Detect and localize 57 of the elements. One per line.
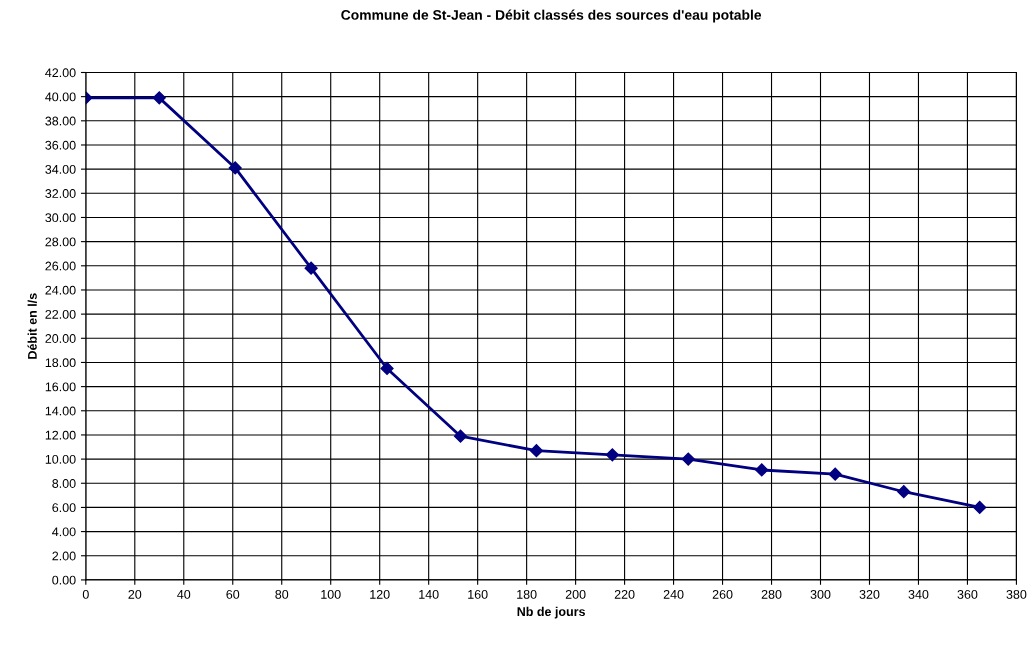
y-tick-label: 40.00 (45, 92, 76, 102)
point (755, 463, 769, 477)
y-tick-label: 26.00 (45, 261, 76, 271)
y-tick-label: 22.00 (45, 309, 76, 319)
y-tick-label: 14.00 (45, 406, 76, 416)
x-tick-label: 20 (128, 589, 142, 599)
y-tick-label: 32.00 (45, 189, 76, 198)
x-tick-label: 160 (468, 589, 488, 599)
y-tick-label: 20.00 (45, 334, 76, 343)
y-tick-label: 2.00 (52, 551, 76, 561)
x-tick-label: 100 (321, 589, 341, 599)
x-tick-label: 360 (957, 589, 978, 599)
y-tick-label: 10.00 (45, 454, 76, 464)
point (304, 261, 318, 275)
y-tick-label: 42.00 (45, 68, 76, 78)
y-tick-label: 36.00 (45, 140, 76, 150)
y-tick-label: 28.00 (45, 237, 76, 247)
point (228, 161, 242, 175)
y-tick-label: 18.00 (45, 358, 76, 368)
x-tick-label: 240 (663, 589, 684, 599)
y-tick-label: 4.00 (52, 527, 76, 537)
y-tick-label: 24.00 (45, 285, 76, 295)
y-tick-label: 8.00 (52, 479, 76, 488)
point (152, 91, 166, 105)
x-tick-label: 260 (712, 589, 733, 599)
x-tick-label: 380 (1006, 589, 1027, 599)
y-tick-label: 6.00 (52, 503, 76, 513)
x-tick-label: 180 (517, 589, 537, 599)
x-tick-label: 220 (614, 589, 635, 599)
y-tick-label: 0.00 (52, 575, 76, 585)
x-tick-label: 80 (275, 589, 289, 599)
y-tick-label: 16.00 (45, 382, 76, 392)
point (897, 485, 911, 499)
x-tick-label: 120 (370, 589, 390, 599)
chart-title: Commune de St-Jean - Débit classés des sources d'eau potable (341, 9, 762, 23)
x-axis-title: Nb de jours (517, 606, 585, 619)
y-tick-label: 12.00 (45, 430, 76, 440)
point (681, 452, 695, 466)
y-tick-label: 34.00 (45, 164, 76, 174)
x-tick-label: 140 (419, 589, 439, 599)
x-tick-label: 340 (908, 589, 929, 599)
x-tick-label: 60 (226, 589, 240, 599)
x-tick-label: 300 (810, 589, 831, 599)
point (453, 429, 468, 443)
point (529, 444, 544, 458)
point (973, 500, 987, 515)
point (605, 448, 619, 462)
x-tick-label: 200 (565, 589, 586, 599)
y-axis-title: Débit en l/s (27, 293, 37, 359)
y-tick-label: 38.00 (45, 116, 76, 126)
point (828, 467, 842, 481)
point (380, 361, 394, 376)
x-tick-label: 0 (82, 589, 89, 599)
x-tick-label: 280 (761, 589, 782, 599)
y-tick-label: 30.00 (45, 213, 76, 223)
x-tick-label: 320 (859, 589, 880, 599)
x-tick-label: 40 (177, 589, 191, 599)
